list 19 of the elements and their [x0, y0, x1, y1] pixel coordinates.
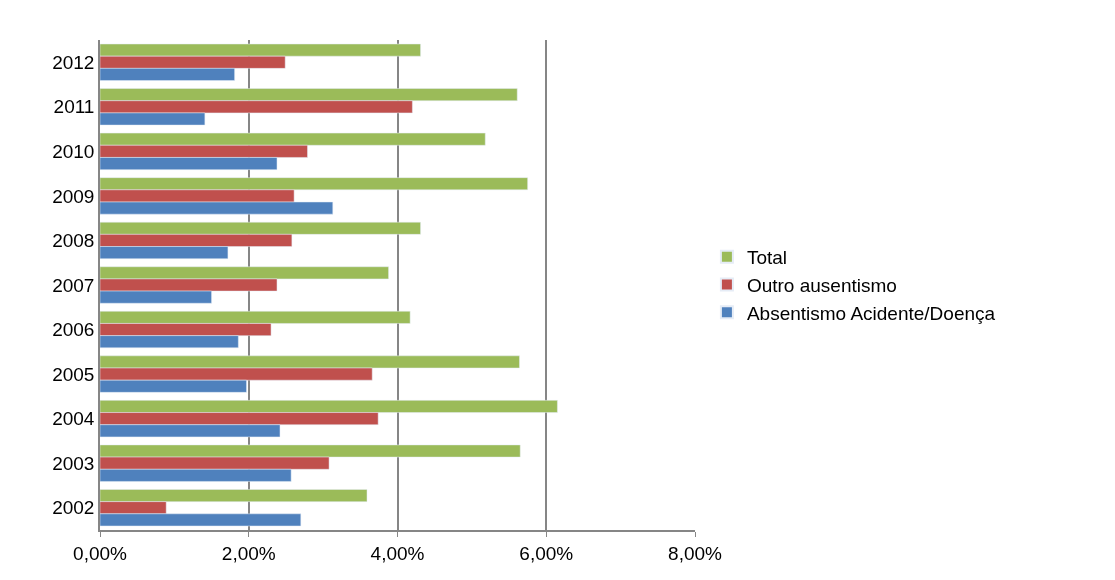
- y-tick-label: 2010: [52, 141, 95, 163]
- y-tick-label: 2011: [53, 96, 95, 118]
- y-tick-label: 2007: [52, 274, 95, 296]
- y-tick-label: 2005: [52, 363, 95, 385]
- x-tick-label: 4,00%: [370, 542, 425, 564]
- legend-label: Total: [746, 247, 788, 269]
- y-tick-label: 2004: [52, 408, 95, 430]
- y-tick-label: 2002: [52, 497, 95, 519]
- x-tick-label: 6,00%: [519, 542, 574, 564]
- x-tick-label: 8,00%: [668, 542, 723, 564]
- y-tick-label: 2012: [52, 51, 95, 73]
- y-tick-label: 2006: [52, 319, 95, 341]
- x-tick-label: 2,00%: [221, 542, 276, 564]
- legend-label: Absentismo Acidente/Doença: [746, 302, 996, 324]
- y-tick-label: 2003: [52, 452, 95, 474]
- y-tick-label: 2009: [52, 185, 95, 207]
- legend-label: Outro ausentismo: [746, 274, 897, 296]
- x-tick-label: 0,00%: [73, 542, 128, 564]
- y-tick-label: 2008: [52, 230, 95, 252]
